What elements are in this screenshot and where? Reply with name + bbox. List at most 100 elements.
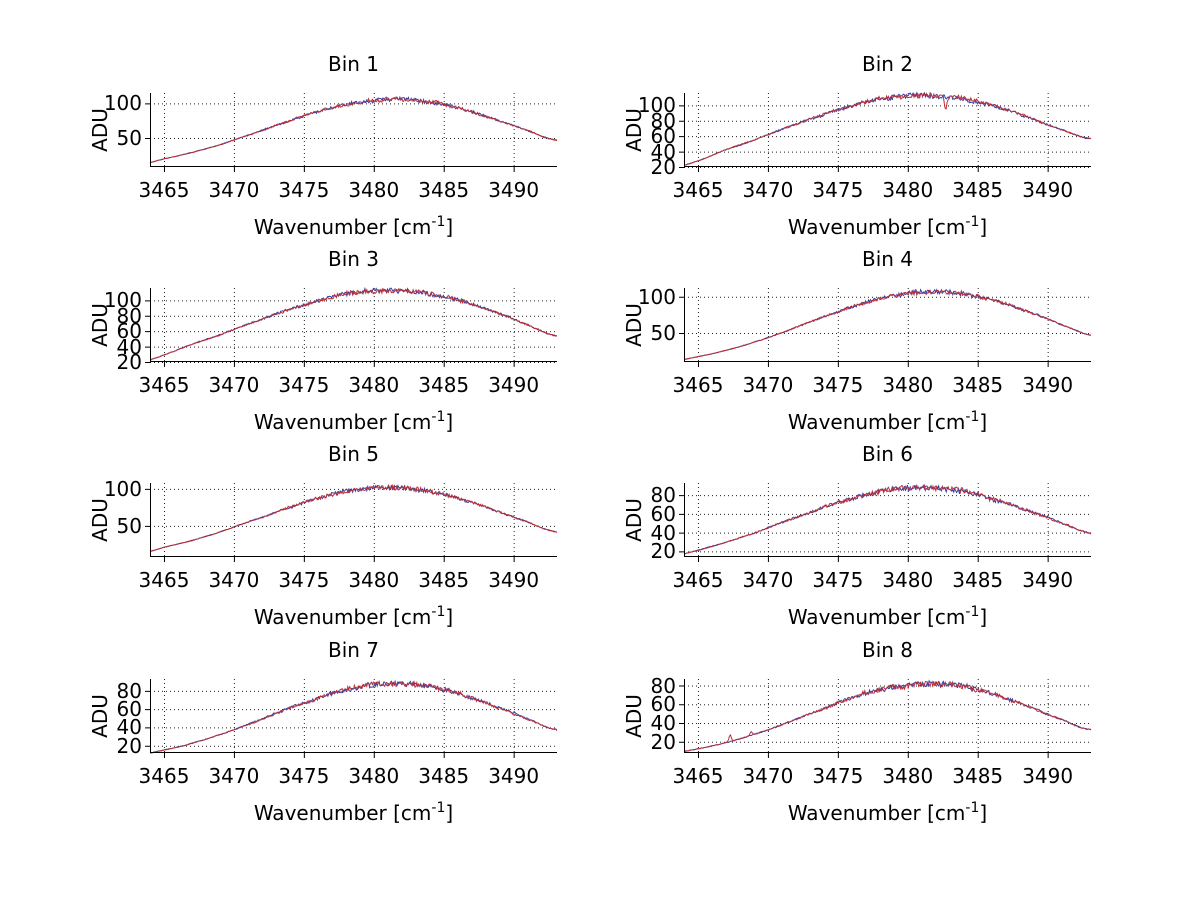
x-tick-label: 3480 — [882, 764, 934, 788]
grid-lines — [684, 288, 1091, 362]
x-tick-label: 3480 — [348, 373, 400, 397]
y-tick-label: 80 — [650, 483, 676, 508]
y-tick-label: 60 — [116, 319, 142, 344]
y-tick-label: 80 — [116, 303, 142, 328]
grid-lines — [150, 679, 557, 753]
x-tick-label: 3475 — [812, 764, 864, 788]
spectrum-trace-blue — [683, 288, 1092, 360]
subplot-bin-6: Bin 6 ADU 20 40 60 80 3465 3470 3475 3480 3485 3490… — [584, 435, 1144, 631]
x-tick-label: 3470 — [742, 178, 794, 202]
x-tick-label: 3470 — [208, 373, 260, 397]
x-tick-label: 3480 — [882, 568, 934, 592]
spectrum-trace-red — [149, 483, 558, 552]
y-tick-label: 80 — [650, 673, 676, 698]
x-tick-label: 3480 — [348, 764, 400, 788]
subplot-bin-8: Bin 8 ADU 20 40 60 80 3465 3470 3475 3480 3485 3490… — [584, 631, 1144, 827]
x-tick-label: 3465 — [138, 373, 190, 397]
y-tick-label: 20 — [116, 350, 142, 374]
spectrum-trace-blue — [149, 286, 558, 361]
x-axis-label-bracket: ] — [979, 801, 988, 825]
subplot-title: Bin 5 — [327, 442, 380, 466]
x-tick-label: 3490 — [488, 568, 540, 592]
x-tick-label: 3490 — [488, 764, 540, 788]
x-axis-label: Wavenumber [cm-1] — [684, 795, 1091, 825]
axis-lines — [145, 288, 557, 367]
y-tick-label: 60 — [650, 124, 676, 149]
axis-lines — [679, 679, 1091, 758]
x-axis-label-bracket: ] — [445, 605, 454, 629]
y-tick-label: 100 — [103, 288, 142, 313]
y-tick-label: 20 — [650, 155, 676, 179]
subplot-bin-7: Bin 7 ADU 20 40 60 80 3465 3470 3475 3480 3485 3490… — [50, 631, 610, 827]
x-axis-label-superscript: -1 — [431, 409, 446, 425]
x-tick-label: 3480 — [882, 373, 934, 397]
x-axis-label-bracket: ] — [445, 215, 454, 239]
axis-lines — [679, 93, 1091, 172]
x-tick-label: 3470 — [208, 764, 260, 788]
axis-lines — [145, 93, 557, 172]
y-tick-label: 50 — [116, 513, 142, 538]
axis-lines — [679, 288, 1091, 367]
x-axis-label: Wavenumber [cm-1] — [150, 795, 557, 825]
subplot-title: Bin 8 — [861, 638, 914, 662]
subplot-bin-2: Bin 2 ADU 20 40 60 80 100 3465 3470 3475 3480 3485 3… — [584, 45, 1144, 241]
y-tick-label: 20 — [650, 539, 676, 564]
x-tick-label: 3465 — [672, 568, 724, 592]
x-axis-label: Wavenumber [cm-1] — [150, 599, 557, 629]
x-tick-label: 3470 — [742, 373, 794, 397]
y-tick-label: 100 — [637, 284, 676, 309]
x-axis-label-superscript: -1 — [965, 214, 980, 230]
spectrum-trace-blue — [149, 679, 558, 754]
spectrum-trace-blue — [683, 679, 1092, 753]
x-tick-label: 3490 — [1022, 373, 1074, 397]
x-tick-label: 3465 — [672, 178, 724, 202]
axis-lines — [145, 483, 557, 562]
plot-area — [145, 483, 558, 562]
x-tick-label: 3485 — [952, 373, 1004, 397]
y-tick-label: 40 — [116, 715, 142, 740]
subplot-title: Bin 7 — [327, 638, 380, 662]
subplot-title: Bin 4 — [861, 247, 914, 271]
x-tick-label: 3470 — [742, 764, 794, 788]
x-tick-label: 3475 — [278, 178, 330, 202]
x-tick-label: 3485 — [418, 178, 470, 202]
axis-lines — [679, 483, 1091, 562]
axis-lines — [145, 679, 557, 758]
x-tick-label: 3475 — [278, 373, 330, 397]
spectrum-trace-blue — [683, 484, 1092, 555]
x-tick-label: 3465 — [138, 178, 190, 202]
x-tick-label: 3475 — [278, 568, 330, 592]
spectrum-trace-red — [683, 91, 1092, 166]
x-axis-label: Wavenumber [cm-1] — [684, 209, 1091, 239]
subplot-title: Bin 6 — [861, 442, 914, 466]
x-tick-label: 3470 — [208, 178, 260, 202]
x-axis-label-superscript: -1 — [965, 800, 980, 816]
x-axis-label-text: Wavenumber [cm — [787, 215, 966, 239]
x-axis-label-bracket: ] — [979, 605, 988, 629]
x-axis-label-superscript: -1 — [431, 604, 446, 620]
grid-lines — [150, 93, 557, 167]
subplot-title: Bin 3 — [327, 247, 380, 271]
spectrum-trace-red — [149, 679, 558, 754]
x-axis-label-text: Wavenumber [cm — [787, 801, 966, 825]
y-tick-label: 40 — [650, 139, 676, 164]
y-tick-label: 100 — [103, 91, 142, 116]
x-axis-label-bracket: ] — [445, 410, 454, 434]
x-tick-label: 3485 — [952, 568, 1004, 592]
y-tick-label: 80 — [116, 678, 142, 703]
y-tick-label: 50 — [650, 320, 676, 345]
y-tick-label: 60 — [650, 501, 676, 526]
grid-lines — [150, 483, 557, 557]
plot-area — [679, 288, 1092, 367]
spectrum-trace-red — [683, 483, 1092, 555]
y-tick-label: 20 — [650, 729, 676, 754]
y-tick-label: 80 — [650, 108, 676, 133]
plot-area — [679, 91, 1092, 172]
x-tick-label: 3465 — [672, 764, 724, 788]
y-tick-label: 40 — [650, 520, 676, 545]
spectrum-trace-blue — [683, 91, 1092, 166]
plot-area — [145, 286, 558, 367]
subplot-bin-1: Bin 1 ADU 50 100 3465 3470 3475 3480 3485 3490 Wav… — [50, 45, 610, 241]
x-tick-label: 3490 — [1022, 568, 1074, 592]
